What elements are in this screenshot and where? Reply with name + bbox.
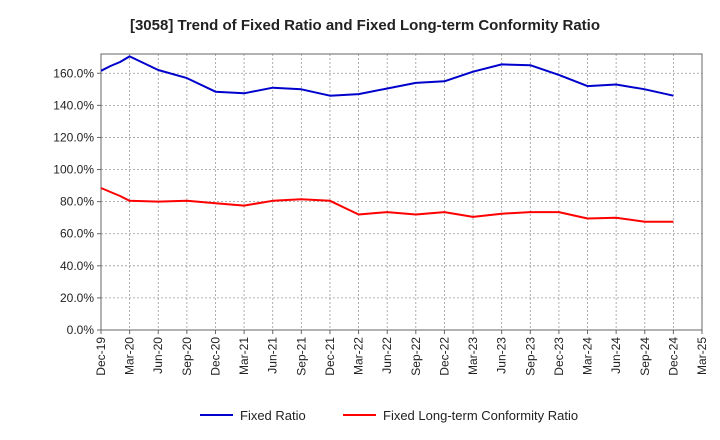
y-tick-label: 0.0%	[67, 323, 95, 337]
x-tick-label: Jun-23	[495, 337, 509, 374]
x-tick-label: Sep-21	[294, 337, 308, 376]
x-tick-label: Sep-22	[409, 337, 423, 376]
x-tick-label: Dec-19	[94, 337, 108, 376]
x-tick-label: Dec-22	[437, 337, 451, 376]
series-layer	[100, 55, 674, 223]
x-tick-label: Mar-23	[466, 337, 480, 375]
legend-label-fixed-long-term-conformity-ratio: Fixed Long-term Conformity Ratio	[383, 408, 578, 423]
x-tick-label: Dec-21	[323, 337, 337, 376]
x-tick-label: Dec-23	[552, 337, 566, 376]
x-tick-label: Dec-24	[666, 337, 680, 376]
x-tick-label: Dec-20	[208, 337, 222, 376]
legend: Fixed Ratio Fixed Long-term Conformity R…	[200, 408, 578, 423]
y-tick-label: 100.0%	[53, 163, 94, 177]
series-line-fixed-long-term-conformity-ratio	[100, 187, 674, 223]
y-tick-label: 120.0%	[53, 130, 94, 144]
y-tick-label: 20.0%	[60, 291, 94, 305]
plot-frame	[100, 53, 703, 331]
chart-title: [3058] Trend of Fixed Ratio and Fixed Lo…	[130, 17, 600, 34]
x-tick-label: Mar-22	[352, 337, 366, 375]
x-tick-label: Jun-21	[266, 337, 280, 374]
y-tick-label: 80.0%	[60, 195, 94, 209]
x-tick-label: Jun-24	[609, 337, 623, 374]
x-tick-label: Mar-25	[695, 337, 709, 375]
x-tick-label: Jun-20	[151, 337, 165, 374]
x-tick-label: Sep-23	[523, 337, 537, 376]
x-tick-label: Mar-24	[581, 337, 595, 375]
x-axis-ticks: Dec-19 Mar-20 Jun-20 Sep-20 Dec-20 Mar-21 Jun-…	[94, 330, 709, 376]
y-tick-label: 160.0%	[53, 66, 94, 80]
legend-label-fixed-ratio: Fixed Ratio	[240, 408, 306, 423]
x-tick-label: Sep-24	[638, 337, 652, 376]
x-tick-label: Mar-21	[237, 337, 251, 375]
y-tick-label: 40.0%	[60, 259, 94, 273]
y-axis-ticks: 0.0% 20.0% 40.0% 60.0% 80.0% 100.0% 120.0% 140.…	[53, 66, 101, 337]
y-tick-label: 60.0%	[60, 227, 94, 241]
grid-lines	[100, 54, 703, 331]
x-tick-label: Sep-20	[180, 337, 194, 376]
x-tick-label: Mar-20	[123, 337, 137, 375]
x-tick-label: Jun-22	[380, 337, 394, 374]
y-tick-label: 140.0%	[53, 98, 94, 112]
series-line-fixed-ratio	[100, 55, 674, 97]
